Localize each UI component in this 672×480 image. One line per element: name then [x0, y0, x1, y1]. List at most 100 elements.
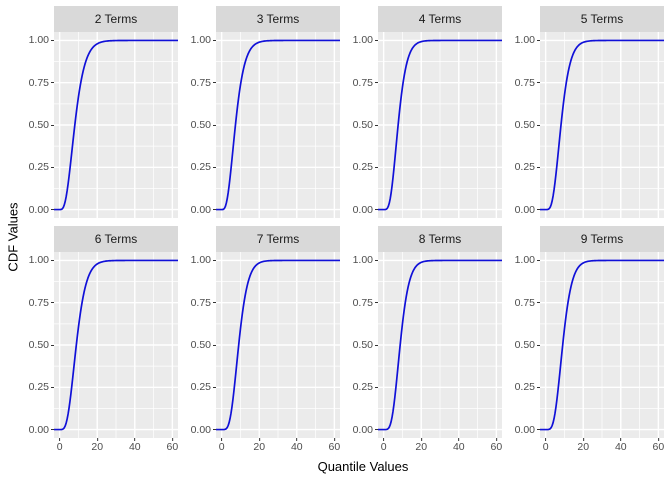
tick-mark [51, 386, 54, 388]
plot-panel [54, 252, 178, 438]
y-tick: 0.75 [515, 77, 540, 89]
x-tick-label: 40 [290, 441, 303, 453]
y-tick: 1.00 [515, 34, 540, 46]
facet-strip-label: 3 Terms [216, 6, 340, 32]
tick-mark [537, 302, 540, 304]
tick-mark [383, 438, 385, 441]
facet-body: 0.00 0.25 0.50 0.75 1.00 [508, 252, 664, 438]
y-tick: 0.25 [29, 161, 54, 173]
tick-mark [375, 259, 378, 261]
x-tick-label: 20 [253, 441, 266, 453]
tick-mark [537, 82, 540, 84]
y-tick: 1.00 [29, 34, 54, 46]
y-tick: 0.25 [515, 161, 540, 173]
x-tick: 60 [653, 438, 664, 453]
cdf-curve [216, 39, 340, 211]
y-tick-label: 1.00 [190, 254, 211, 267]
x-tick: 40 [129, 438, 141, 453]
x-axis: 0 20 40 60 [54, 438, 178, 454]
tick-mark [221, 438, 223, 441]
tick-mark [51, 39, 54, 41]
y-tick-label: 0.25 [190, 381, 211, 394]
tick-mark [51, 344, 54, 346]
y-tick-label: 0.00 [190, 423, 211, 436]
tick-mark [213, 124, 216, 126]
y-tick: 0.25 [29, 381, 54, 393]
x-tick: 0 [219, 438, 225, 453]
tick-mark [59, 438, 61, 441]
cdf-curve [54, 259, 178, 431]
tick-mark [296, 438, 298, 441]
plot-panel [540, 252, 664, 438]
facet-body: 0.00 0.25 0.50 0.75 1.00 [184, 32, 340, 218]
x-tick-label: 20 [91, 441, 104, 453]
facet-4-terms: 4 Terms 0.00 0.25 0.50 0.75 1.00 [346, 6, 502, 218]
tick-mark [96, 438, 98, 441]
x-tick-label: 40 [614, 441, 627, 453]
facet-8-terms: 8 Terms 0.00 0.25 0.50 0.75 1.00 0 20 40 60 [346, 226, 502, 454]
facet-body: 0.00 0.25 0.50 0.75 1.00 [346, 32, 502, 218]
tick-mark [420, 438, 422, 441]
cdf-curve [216, 259, 340, 431]
y-tick: 0.00 [353, 424, 378, 436]
y-axis: 0.00 0.25 0.50 0.75 1.00 [508, 252, 540, 438]
y-tick: 0.00 [29, 204, 54, 216]
y-tick-label: 0.75 [190, 76, 211, 89]
x-tick: 20 [577, 438, 589, 453]
tick-mark [375, 82, 378, 84]
y-tick: 0.50 [191, 119, 216, 131]
tick-mark [375, 166, 378, 168]
y-tick: 0.75 [29, 77, 54, 89]
facet-strip-label: 4 Terms [378, 6, 502, 32]
facet-strip-label: 6 Terms [54, 226, 178, 252]
y-axis: 0.00 0.25 0.50 0.75 1.00 [184, 32, 216, 218]
y-tick-label: 1.00 [514, 34, 535, 47]
x-tick: 60 [329, 438, 340, 453]
plot-panel [216, 32, 340, 218]
tick-mark [51, 82, 54, 84]
y-tick-label: 0.00 [352, 423, 373, 436]
y-tick-label: 1.00 [28, 34, 49, 47]
x-axis: 0 20 40 60 [216, 438, 340, 454]
tick-mark [213, 82, 216, 84]
tick-mark [537, 344, 540, 346]
cdf-curve-plot [378, 32, 502, 218]
x-axis: 0 20 40 60 [378, 438, 502, 454]
plot-panel [540, 32, 664, 218]
y-tick-label: 0.00 [28, 203, 49, 216]
tick-mark [51, 429, 54, 431]
y-tick-label: 0.25 [28, 161, 49, 174]
y-tick-label: 0.50 [352, 119, 373, 131]
y-tick-label: 0.75 [514, 296, 535, 309]
tick-mark [51, 166, 54, 168]
tick-mark [537, 166, 540, 168]
y-tick: 0.75 [353, 297, 378, 309]
y-tick: 0.00 [353, 204, 378, 216]
tick-mark [537, 39, 540, 41]
cdf-curve-plot [540, 32, 664, 218]
y-tick-label: 1.00 [352, 254, 373, 267]
y-tick: 0.25 [191, 161, 216, 173]
x-tick-label: 20 [415, 441, 428, 453]
y-tick-label: 0.25 [352, 161, 373, 174]
y-tick: 0.50 [29, 119, 54, 131]
y-tick: 1.00 [515, 254, 540, 266]
y-tick-label: 0.75 [28, 76, 49, 89]
y-tick-label: 0.00 [190, 203, 211, 216]
facet-body: 0.00 0.25 0.50 0.75 1.00 [508, 32, 664, 218]
facet-strip-label: 5 Terms [540, 6, 664, 32]
tick-mark [537, 209, 540, 211]
tick-mark [134, 438, 136, 441]
y-tick: 0.25 [191, 381, 216, 393]
y-tick: 0.75 [29, 297, 54, 309]
y-tick-label: 0.25 [190, 161, 211, 174]
x-axis-title: Quantile Values [317, 459, 409, 474]
y-tick-label: 0.50 [352, 339, 373, 351]
cdf-curve-plot [216, 252, 340, 438]
facet-strip-label: 2 Terms [54, 6, 178, 32]
cdf-curve [540, 259, 664, 431]
tick-mark [375, 344, 378, 346]
plot-panel [378, 32, 502, 218]
y-tick: 0.50 [515, 119, 540, 131]
